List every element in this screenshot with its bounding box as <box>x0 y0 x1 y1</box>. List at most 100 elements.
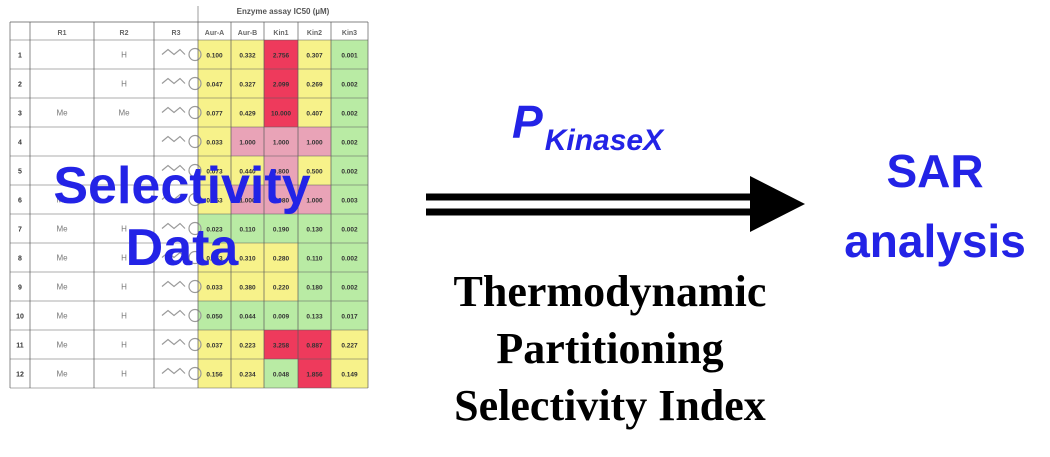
table-cell-value: 0.269 <box>306 82 323 89</box>
table-cell-value: 0.133 <box>306 314 323 321</box>
table-cell-value: 0.429 <box>239 111 256 118</box>
table-cell-value: 0.130 <box>306 227 323 234</box>
table-cell-fill <box>264 359 298 388</box>
table-cell-value: 0.227 <box>341 343 358 350</box>
table-cell-fill <box>298 272 331 301</box>
table-cell-fill <box>331 243 368 272</box>
table-cell-value: 0.234 <box>239 372 256 379</box>
table-cell-fill <box>231 301 264 330</box>
table-cell-fill <box>331 330 368 359</box>
table-cell-value: 0.023 <box>206 227 223 234</box>
table-r2-value: H <box>121 341 127 350</box>
structure-ring <box>188 192 202 207</box>
structure-ring <box>188 163 202 178</box>
structure-sketch <box>161 106 186 114</box>
table-cell-value: 1.856 <box>306 372 323 379</box>
table-r2-value: H <box>121 370 127 379</box>
table-cell-fill <box>331 301 368 330</box>
table-cell-fill <box>331 127 368 156</box>
table-cell-value: 0.002 <box>341 82 358 89</box>
table-cell-fill <box>331 359 368 388</box>
structure-ring <box>188 105 202 120</box>
table-cell-fill <box>331 214 368 243</box>
structure-ring <box>188 279 202 294</box>
p-symbol: P <box>512 96 543 148</box>
table-cell-value: 0.002 <box>341 111 358 118</box>
table-row-number: 7 <box>18 227 22 234</box>
table-cell-fill <box>198 127 231 156</box>
table-cell-value: 0.280 <box>273 256 290 263</box>
p-kinasex-symbol: PKinaseX <box>512 95 663 157</box>
structure-ring <box>188 308 202 323</box>
table-r2-value: Me <box>118 109 130 118</box>
table-r2-value: H <box>121 254 127 263</box>
structure-ring <box>188 250 202 265</box>
table-cell-fill <box>198 156 231 185</box>
table-cell-value: 0.002 <box>341 169 358 176</box>
table-cell-value: 1.000 <box>306 198 323 205</box>
table-cell-value: 0.190 <box>273 227 290 234</box>
table-cell-fill <box>198 359 231 388</box>
table-cell-value: 0.307 <box>306 53 323 60</box>
table-cell-value: 0.327 <box>239 82 256 89</box>
table-cell-value: 10.000 <box>271 111 291 118</box>
table-cell-value: 0.332 <box>239 53 256 60</box>
table-cell-fill <box>231 98 264 127</box>
table-cell-value: 0.050 <box>206 314 223 321</box>
table-column-header: Aur-A <box>205 30 224 37</box>
result-line-1: SAR <box>886 145 984 197</box>
table-cell-fill <box>298 156 331 185</box>
table-cell-fill <box>264 69 298 98</box>
table-cell-fill <box>198 40 231 69</box>
table-header-caption: Enzyme assay IC50 (µM) <box>237 7 330 16</box>
kinasex-subscript: KinaseX <box>544 124 664 157</box>
structure-ring <box>188 366 202 381</box>
table-cell-value: 0.180 <box>306 285 323 292</box>
structure-sketch <box>161 77 186 85</box>
table-cell-fill <box>264 127 298 156</box>
table-row-number: 8 <box>18 256 22 263</box>
method-line-2: Partitioning <box>496 324 724 373</box>
table-column-header: R1 <box>58 30 67 37</box>
structure-sketch <box>161 251 186 259</box>
table-cell-fill <box>331 98 368 127</box>
method-line-1: Thermodynamic <box>453 267 767 316</box>
table-cell-value: 0.002 <box>341 256 358 263</box>
table-cell-value: 0.073 <box>206 169 223 176</box>
table-row-number: 3 <box>18 111 22 118</box>
table-row-number: 5 <box>18 169 22 176</box>
arrow-head <box>750 176 805 232</box>
table-cell-value: 0.033 <box>206 140 223 147</box>
structure-sketch <box>161 338 186 346</box>
table-column-header: Kin1 <box>273 30 288 37</box>
table-cell-fill <box>231 185 264 214</box>
structure-sketch <box>161 48 186 56</box>
table-column-header: Kin2 <box>307 30 322 37</box>
table-cell-value: 0.380 <box>239 285 256 292</box>
table-row-number: 9 <box>18 285 22 292</box>
table-r1-value: Me <box>56 312 68 321</box>
transform-arrow <box>426 176 805 232</box>
table-column-header: Aur-B <box>238 30 257 37</box>
table-cell-fill <box>264 330 298 359</box>
table-cell-value: 0.500 <box>306 169 323 176</box>
table-cell-value: 1.000 <box>239 140 256 147</box>
table-cell-value: 3.258 <box>273 343 290 350</box>
table-cell-value: 0.407 <box>306 111 323 118</box>
table-cell-value: 0.047 <box>206 82 223 89</box>
table-r1-value: Me <box>56 196 68 205</box>
table-cell-fill <box>231 359 264 388</box>
data-label: Data <box>125 219 239 277</box>
table-cell-fill <box>298 301 331 330</box>
structure-ring <box>188 337 202 352</box>
table-cell-fill <box>198 214 231 243</box>
table-cell-value: 0.887 <box>306 343 323 350</box>
table-cell-fill <box>198 330 231 359</box>
table-cell-value: 2.756 <box>273 53 290 60</box>
table-row-number: 1 <box>18 53 22 60</box>
table-cell-value: 0.053 <box>206 198 223 205</box>
table-cell-fill <box>264 214 298 243</box>
table-cell-fill <box>264 272 298 301</box>
table-r2-value: H <box>121 312 127 321</box>
table-cell-fill <box>331 40 368 69</box>
